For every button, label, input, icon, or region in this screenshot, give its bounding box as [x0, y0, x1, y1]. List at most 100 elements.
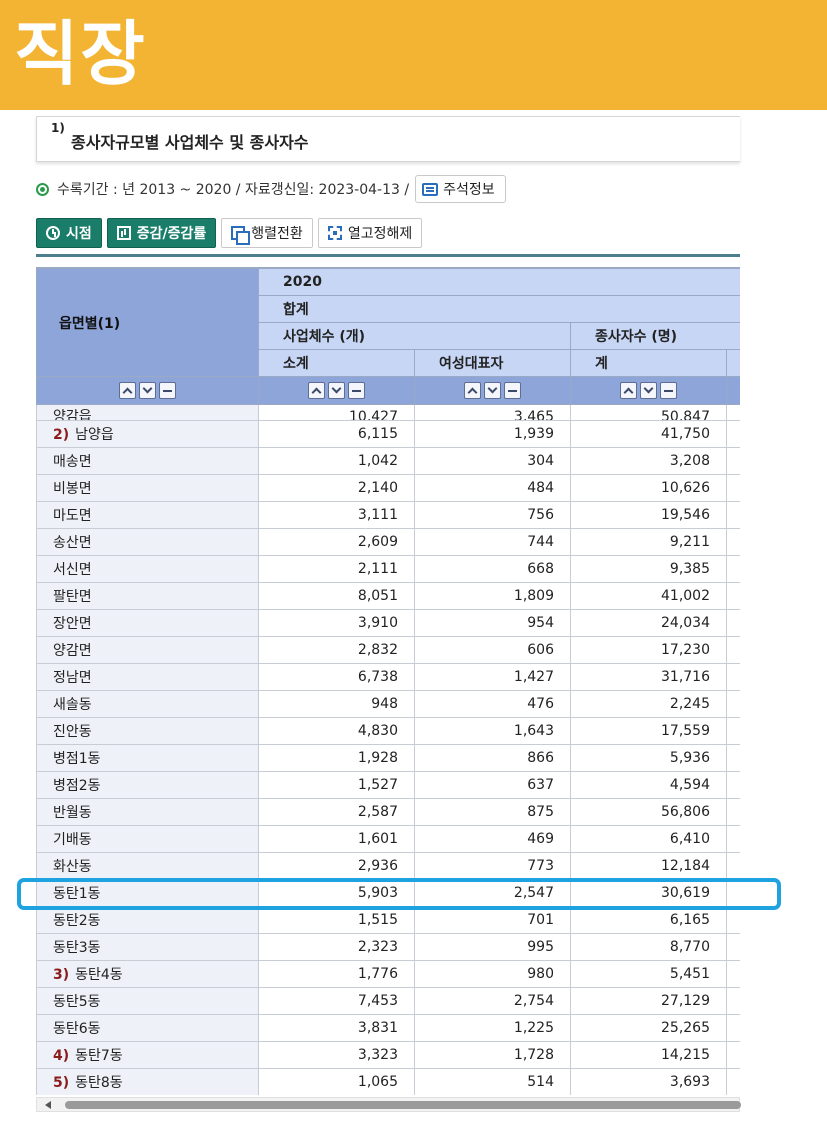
worker-total: 31,716 [570, 663, 727, 691]
business-subtotal: 1,065 [258, 1068, 415, 1095]
note-info-button[interactable]: 주석정보 [415, 175, 506, 203]
note-info-label: 주석정보 [443, 182, 495, 198]
table-row: 동탄6동 3,831 1,225 25,265 [36, 1014, 740, 1042]
female-representative-count: 476 [414, 690, 571, 718]
region-name-cell: 2) 남양읍 [36, 420, 259, 448]
worker-total: 41,750 [570, 420, 727, 448]
table-row: 서신면 2,111 668 9,385 [36, 555, 740, 583]
female-representative-count: 995 [414, 933, 571, 961]
header-worker-total: 계 [570, 349, 727, 377]
business-subtotal: 2,323 [258, 933, 415, 961]
table-row: 병점2동 1,527 637 4,594 [36, 771, 740, 799]
sort-up-icon[interactable] [620, 382, 637, 399]
worker-total: 4,594 [570, 771, 727, 799]
sort-down-icon[interactable] [640, 382, 657, 399]
female-representative-count: 484 [414, 474, 571, 502]
female-representative-count: 637 [414, 771, 571, 799]
swap-icon [231, 226, 251, 245]
table-row: 새솔동 948 476 2,245 [36, 690, 740, 718]
table-row: 양감면 2,832 606 17,230 [36, 636, 740, 664]
region-name-cell: 장안면 [36, 609, 259, 637]
female-representative-count: 1,427 [414, 663, 571, 691]
region-name: 동탄6동 [53, 1021, 101, 1037]
worker-total: 17,230 [570, 636, 727, 664]
sort-up-icon[interactable] [119, 382, 136, 399]
sort-down-icon[interactable] [484, 382, 501, 399]
region-name: 양감면 [53, 643, 92, 659]
worker-total: 6,410 [570, 825, 727, 853]
time-point-button[interactable]: 시점 [36, 218, 102, 248]
extra-cell [725, 447, 740, 475]
header-business-count: 사업체수 (개) [258, 322, 571, 350]
region-name: 화산동 [53, 859, 92, 875]
extra-cell [725, 636, 740, 664]
sort-down-icon[interactable] [139, 382, 156, 399]
business-subtotal: 2,609 [258, 528, 415, 556]
data-grid[interactable]: 읍면별(1) 2020 합계 사업체수 (개) 종사자수 (명) 소계 여성대표… [36, 267, 740, 1095]
scroll-left-icon[interactable] [45, 1101, 51, 1109]
extra-cell [725, 825, 740, 853]
horizontal-scrollbar[interactable] [36, 1097, 741, 1112]
collapse-icon[interactable] [660, 382, 677, 399]
business-subtotal: 948 [258, 690, 415, 718]
extra-cell [725, 690, 740, 718]
change-rate-button[interactable]: 증감/증감률 [106, 218, 217, 248]
sort-down-icon[interactable] [328, 382, 345, 399]
worker-total: 14,215 [570, 1041, 727, 1069]
sort-up-icon[interactable] [464, 382, 481, 399]
sort-controls-subtotal [258, 376, 415, 405]
region-name: 병점1동 [53, 751, 101, 767]
worker-total: 50,847 [570, 404, 727, 421]
business-subtotal: 1,601 [258, 825, 415, 853]
table-row: 마도면 3,111 756 19,546 [36, 501, 740, 529]
header-subtotal: 소계 [258, 349, 415, 377]
table-row: 4) 동탄7동 3,323 1,728 14,215 [36, 1041, 740, 1069]
sort-up-icon[interactable] [308, 382, 325, 399]
footnote-mark: 5) [53, 1075, 70, 1091]
region-name-cell: 서신면 [36, 555, 259, 583]
unfix-columns-button[interactable]: 열고정해제 [317, 218, 423, 248]
region-name: 매송면 [53, 454, 92, 470]
extra-cell [725, 717, 740, 745]
collapse-icon[interactable] [159, 382, 176, 399]
worker-total: 25,265 [570, 1014, 727, 1042]
clock-icon [46, 226, 60, 240]
region-name: 팔탄면 [53, 589, 92, 605]
table-top-rule [36, 254, 740, 257]
header-worker-count: 종사자수 (명) [569, 322, 740, 350]
scrollbar-thumb[interactable] [65, 1101, 741, 1109]
region-name: 동탄1동 [53, 886, 101, 902]
time-point-label: 시점 [66, 226, 92, 242]
extra-cell [725, 528, 740, 556]
female-representative-count: 1,643 [414, 717, 571, 745]
region-name: 새솔동 [53, 697, 92, 713]
toolbar: 시점 증감/증감률 행렬전환 열고정해제 [36, 218, 423, 248]
table-row: 팔탄면 8,051 1,809 41,002 [36, 582, 740, 610]
pivot-button[interactable]: 행렬전환 [221, 218, 313, 248]
worker-total: 3,208 [570, 447, 727, 475]
bullet-circle-icon [36, 182, 49, 196]
worker-total: 8,770 [570, 933, 727, 961]
table-row: 동탄2동 1,515 701 6,165 [36, 906, 740, 934]
female-representative-count: 980 [414, 960, 571, 988]
worker-total: 56,806 [570, 798, 727, 826]
table-row: 5) 동탄8동 1,065 514 3,693 [36, 1068, 740, 1095]
collapse-icon[interactable] [504, 382, 521, 399]
sort-controls-female [414, 376, 571, 405]
region-name: 동탄5동 [53, 994, 101, 1010]
region-name-cell: 4) 동탄7동 [36, 1041, 259, 1069]
business-subtotal: 3,323 [258, 1041, 415, 1069]
change-rate-label: 증감/증감률 [136, 226, 207, 242]
female-representative-count: 773 [414, 852, 571, 880]
row-header-region: 읍면별(1) [36, 268, 259, 377]
collapse-icon[interactable] [348, 382, 365, 399]
statistic-title-box: 1) 종사자규모별 사업체수 및 종사자수 [36, 116, 740, 162]
region-name-cell: 마도면 [36, 501, 259, 529]
female-representative-count: 866 [414, 744, 571, 772]
region-name-cell: 병점1동 [36, 744, 259, 772]
female-representative-count: 744 [414, 528, 571, 556]
business-subtotal: 2,111 [258, 555, 415, 583]
table-row: 동탄1동 5,903 2,547 30,619 [36, 879, 740, 907]
extra-cell [725, 987, 740, 1015]
female-representative-count: 875 [414, 798, 571, 826]
